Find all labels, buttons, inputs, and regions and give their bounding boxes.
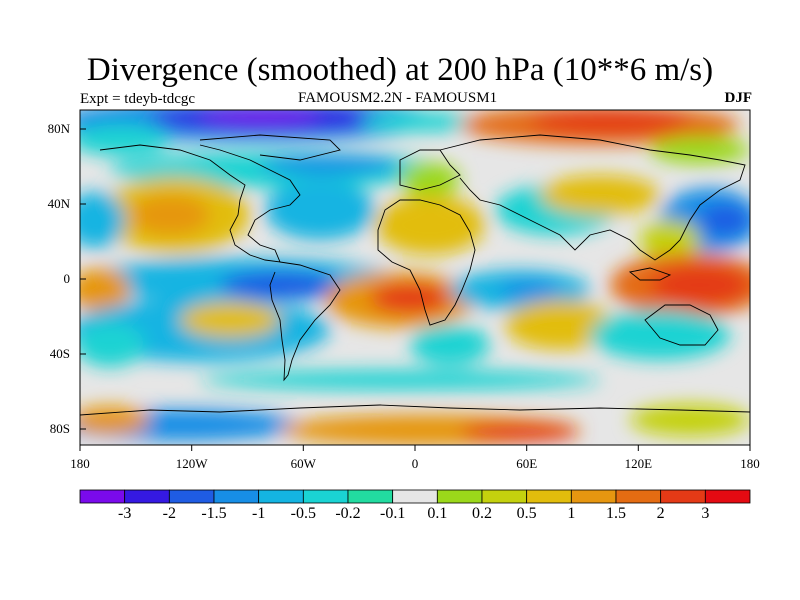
lon-tick-label: 0 xyxy=(411,456,419,471)
colorbar-box xyxy=(79,489,126,504)
colorbar-tick-label: 1 xyxy=(567,505,576,522)
colorbar-tick-label: -0.1 xyxy=(379,505,406,522)
season-label: DJF xyxy=(724,90,753,106)
colorbar-box xyxy=(213,489,260,504)
coastlines xyxy=(80,134,750,416)
colorbar-tick-label: 0.5 xyxy=(516,505,537,522)
colorbar xyxy=(79,489,751,504)
colorbar-tick-label: 2 xyxy=(656,505,665,522)
lon-tick-label: 180 xyxy=(70,456,90,471)
colorbar-tick-label: 1.5 xyxy=(606,505,626,522)
lat-tick-label: 80N xyxy=(47,121,70,136)
colorbar-box xyxy=(124,489,170,504)
lat-tick-label: 80S xyxy=(49,421,70,436)
colorbar-box xyxy=(436,489,483,504)
axis-ticks xyxy=(79,128,751,451)
model-label: FAMOUSM2.2N - FAMOUSM1 xyxy=(298,90,498,106)
colorbar-box xyxy=(392,489,438,504)
lon-tick-label: 120E xyxy=(624,456,653,471)
lat-tick-label: 0 xyxy=(63,271,71,286)
colorbar-tick-label: 0.2 xyxy=(472,505,492,522)
colorbar-tick-label: -3 xyxy=(117,505,132,522)
lon-tick-label: 60W xyxy=(290,456,316,471)
colorbar-tick-label: -2 xyxy=(162,505,176,522)
colorbar-box xyxy=(570,489,617,504)
colorbar-box xyxy=(168,489,215,504)
colorbar-box xyxy=(481,489,528,504)
lat-tick-label: 40N xyxy=(47,196,70,211)
colorbar-tick-label: -0.5 xyxy=(290,505,316,522)
experiment-label: Expt = tdeyb-tdcgc xyxy=(80,91,196,107)
colorbar-tick-label: -1 xyxy=(251,505,266,522)
colorbar-tick-label: -0.2 xyxy=(335,505,361,522)
colorbar-box xyxy=(615,489,662,504)
lon-tick-label: 60E xyxy=(516,456,538,471)
lon-tick-label: 120W xyxy=(175,456,208,471)
lon-tick-label: 180 xyxy=(740,456,760,471)
divergence-field xyxy=(80,110,750,445)
colorbar-box xyxy=(704,489,751,504)
lat-tick-label: 40S xyxy=(49,346,70,361)
colorbar-tick-label: 3 xyxy=(701,505,710,522)
colorbar-box xyxy=(660,489,706,504)
plot-title: Divergence (smoothed) at 200 hPa (10**6 … xyxy=(86,52,714,88)
colorbar-box xyxy=(526,489,572,504)
colorbar-tick-label: 0.1 xyxy=(427,505,448,522)
colorbar-box xyxy=(347,489,394,504)
colorbar-box xyxy=(258,489,304,504)
colorbar-box xyxy=(302,489,349,504)
colorbar-tick-label: -1.5 xyxy=(201,505,227,522)
